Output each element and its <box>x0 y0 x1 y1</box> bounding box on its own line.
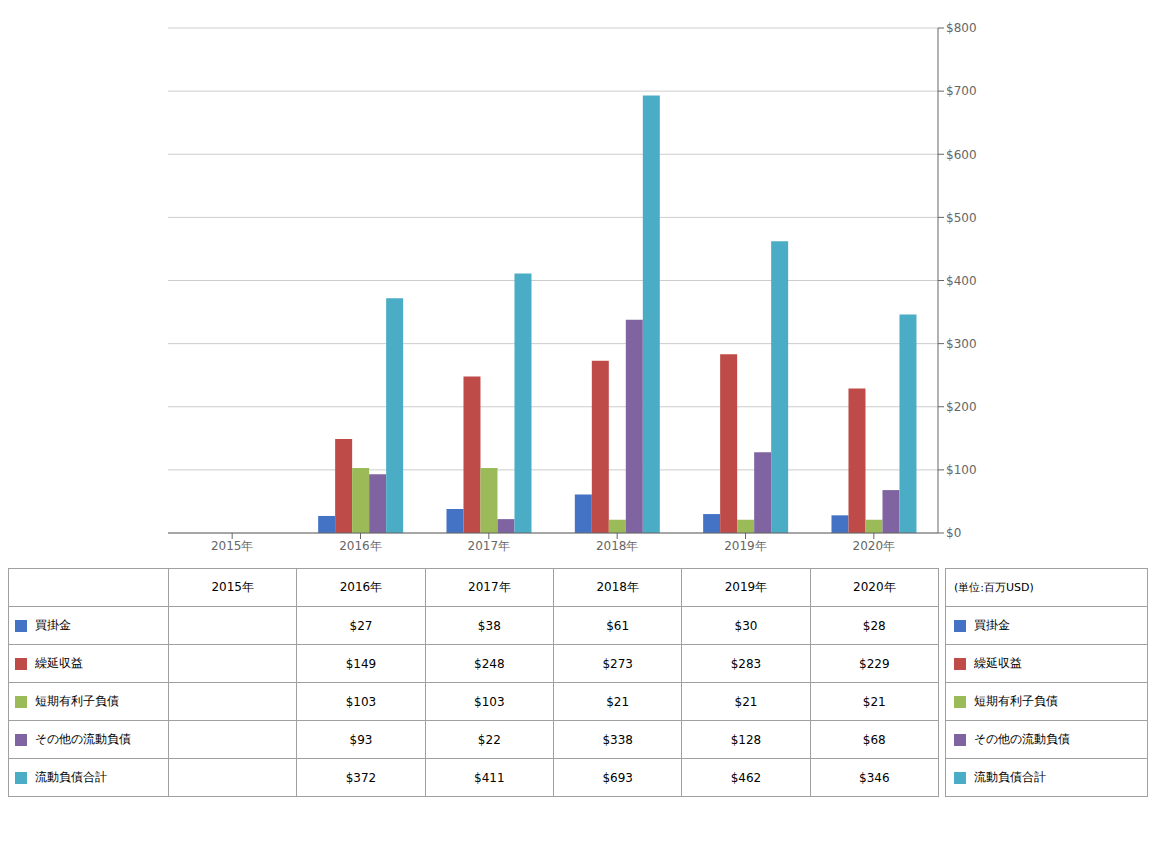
html-text:$346: $346 <box>859 770 890 785</box>
html-text:$462: $462 <box>730 770 762 785</box>
html-text:$372: $372 <box>345 770 377 785</box>
html-text:流動負債合計: 流動負債合計 <box>974 770 1046 784</box>
html-text:2019年: 2019年 <box>724 580 768 594</box>
html-text:$27: $27 <box>349 618 373 633</box>
html-text:$229: $229 <box>859 656 890 671</box>
html-text:2020年: 2020年 <box>853 580 896 594</box>
html-text:繰延収益: 繰延収益 <box>35 656 83 670</box>
html-text:2015年: 2015年 <box>211 580 254 594</box>
html-text:$248: $248 <box>474 656 505 671</box>
html-text:2018年: 2018年 <box>596 580 639 594</box>
html-text:買掛金: 買掛金 <box>974 618 1010 632</box>
svg-text:$500: $500 <box>946 211 977 225</box>
html-text:$21: $21 <box>862 694 886 709</box>
svg-text:$600: $600 <box>946 148 977 162</box>
svg-text:$0: $0 <box>946 526 961 540</box>
html-text:$22: $22 <box>477 732 501 747</box>
html-text:流動負債合計: 流動負債合計 <box>35 770 107 784</box>
html-text:$61: $61 <box>606 618 630 633</box>
html-text:$411: $411 <box>474 770 505 785</box>
svg-text:2018年: 2018年 <box>596 539 639 553</box>
html-text:$283: $283 <box>730 656 762 671</box>
svg-text:$200: $200 <box>946 400 977 414</box>
svg-text:2016年: 2016年 <box>339 539 382 553</box>
html-text:$21: $21 <box>734 694 758 709</box>
svg-text:2017年: 2017年 <box>468 539 511 553</box>
html-text:$30: $30 <box>734 618 758 633</box>
html-text:短期有利子負債: 短期有利子負債 <box>974 694 1058 708</box>
html-text:(単位:百万USD): (単位:百万USD) <box>954 581 1034 594</box>
html-text:$103: $103 <box>474 694 505 709</box>
html-text:$38: $38 <box>477 618 501 633</box>
html-text:$21: $21 <box>606 694 630 709</box>
html-text:$693: $693 <box>602 770 633 785</box>
html-text:$273: $273 <box>602 656 633 671</box>
svg-text:2015年: 2015年 <box>211 539 254 553</box>
html-text:2016年: 2016年 <box>339 580 383 594</box>
html-text:買掛金: 買掛金 <box>35 618 71 632</box>
svg-text:$700: $700 <box>946 84 977 98</box>
html-text:その他の流動負債: その他の流動負債 <box>974 732 1070 746</box>
svg-text:2019年: 2019年 <box>724 539 767 553</box>
svg-text:$400: $400 <box>946 274 977 288</box>
svg-text:$800: $800 <box>946 21 977 35</box>
html-text:$28: $28 <box>862 618 886 633</box>
svg-text:$300: $300 <box>946 337 977 351</box>
svg-text:$100: $100 <box>946 463 977 477</box>
svg-text:2020年: 2020年 <box>853 539 896 553</box>
html-text:2017年: 2017年 <box>468 580 511 594</box>
html-text:$338: $338 <box>602 732 633 747</box>
html-text:$93: $93 <box>349 732 373 747</box>
html-text:その他の流動負債: その他の流動負債 <box>35 732 131 746</box>
html-text:$68: $68 <box>862 732 886 747</box>
html-text:$128: $128 <box>730 732 762 747</box>
html-text:$149: $149 <box>345 656 377 671</box>
html-text:$103: $103 <box>345 694 377 709</box>
html-text:短期有利子負債: 短期有利子負債 <box>35 694 119 708</box>
html-text:繰延収益: 繰延収益 <box>974 656 1022 670</box>
